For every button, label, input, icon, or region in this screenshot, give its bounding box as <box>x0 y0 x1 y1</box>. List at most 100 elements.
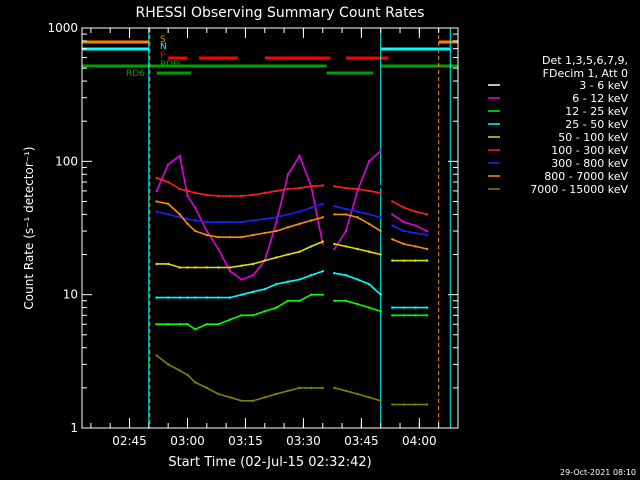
series-point <box>166 163 170 166</box>
series-point <box>205 296 209 299</box>
series-point <box>228 396 232 399</box>
series-point <box>217 323 220 326</box>
series-point <box>263 287 266 291</box>
series-point <box>298 154 301 158</box>
legend-entry: 800 - 7000 keV <box>544 170 628 183</box>
flag-label-rd6: RD6 <box>126 69 145 79</box>
series-point <box>205 266 209 269</box>
series-point <box>275 256 278 259</box>
series-point <box>286 299 290 302</box>
legend-entry: 25 - 50 keV <box>565 118 628 131</box>
series-point <box>228 266 232 269</box>
series-point <box>240 293 243 296</box>
legend-entry: 3 - 6 keV <box>579 79 628 92</box>
legend-entry: 12 - 25 keV <box>565 105 628 118</box>
generated-timestamp: 29-Oct-2021 08:10 <box>560 468 636 477</box>
y-tick-label: 100 <box>55 154 78 168</box>
series-point <box>240 269 243 273</box>
series-point <box>379 310 382 313</box>
series-point <box>333 247 336 251</box>
legend-header-line: Det 1,3,5,6,7,9, <box>542 54 628 67</box>
series-point <box>240 314 243 317</box>
series-point <box>217 220 220 224</box>
series-point <box>414 210 417 213</box>
series-point <box>333 205 336 208</box>
series-point <box>194 328 197 331</box>
series-point <box>367 160 371 163</box>
legend-entry: 50 - 100 keV <box>558 131 628 144</box>
series-point <box>166 296 170 299</box>
series-point <box>391 220 394 224</box>
series-point <box>275 220 278 224</box>
series-point <box>217 266 220 269</box>
series-point <box>217 296 220 299</box>
series-point <box>309 273 313 277</box>
series-point <box>333 213 336 216</box>
series-point <box>379 216 382 219</box>
series-point <box>414 314 417 317</box>
series-point <box>414 403 417 406</box>
series-point <box>178 154 181 158</box>
series-point <box>263 310 266 313</box>
series-point <box>309 219 313 222</box>
legend-entry: 100 - 300 keV <box>551 144 628 157</box>
series-point <box>275 229 278 233</box>
x-tick-label: 04:00 <box>402 434 437 448</box>
series-point <box>333 299 336 302</box>
series-point <box>402 229 406 233</box>
series-point <box>240 220 243 224</box>
y-tick-label: 10 <box>63 288 78 302</box>
series-point <box>309 386 313 390</box>
series-point <box>309 216 313 219</box>
series-point <box>275 233 278 237</box>
series-point <box>217 194 220 198</box>
series-point <box>240 194 243 198</box>
series-point <box>321 269 324 273</box>
series-point <box>166 363 170 366</box>
series-point <box>367 213 371 216</box>
series-point <box>240 264 243 267</box>
y-axis-label: Count Rate (s⁻¹ detector⁻¹) <box>22 146 36 309</box>
series-point <box>379 229 382 233</box>
series-point <box>194 229 197 233</box>
series-point <box>379 191 382 195</box>
series-point <box>194 266 197 269</box>
series-point <box>356 189 359 193</box>
series-point <box>194 216 197 219</box>
series-point <box>402 206 406 209</box>
series-point <box>186 194 189 198</box>
series-point <box>391 403 394 406</box>
series-point <box>251 399 255 402</box>
series-point <box>344 245 348 248</box>
y-tick-label: 1 <box>70 421 78 435</box>
series-point <box>356 278 359 281</box>
series-point <box>344 273 348 277</box>
series-point <box>286 187 290 191</box>
series-point <box>391 306 394 309</box>
series-point <box>391 238 394 241</box>
axes-layer: 1 10 100 1000 02:45 03:00 03:15 03:30 03:45 04:00… <box>47 21 458 448</box>
series-point <box>309 185 313 188</box>
series-point <box>240 399 243 402</box>
series-point <box>367 206 371 209</box>
flag-label-n: N <box>160 42 167 52</box>
series-point <box>298 210 301 213</box>
series-point <box>186 296 189 299</box>
series-point <box>425 229 429 233</box>
flag-label-rdd: RDD <box>160 60 180 70</box>
series-point <box>286 389 290 393</box>
series-point <box>321 184 324 187</box>
series-point <box>217 392 220 396</box>
series-point <box>194 191 197 195</box>
series-point <box>309 293 313 296</box>
series-point <box>263 396 266 399</box>
series-point <box>178 213 181 216</box>
series-point <box>251 314 255 317</box>
series-point <box>251 219 255 222</box>
x-tick-label: 03:45 <box>344 434 379 448</box>
series-point <box>194 381 197 384</box>
series-point <box>379 293 382 296</box>
series-point <box>155 200 158 203</box>
series-point <box>391 314 394 317</box>
series-point <box>298 386 301 390</box>
